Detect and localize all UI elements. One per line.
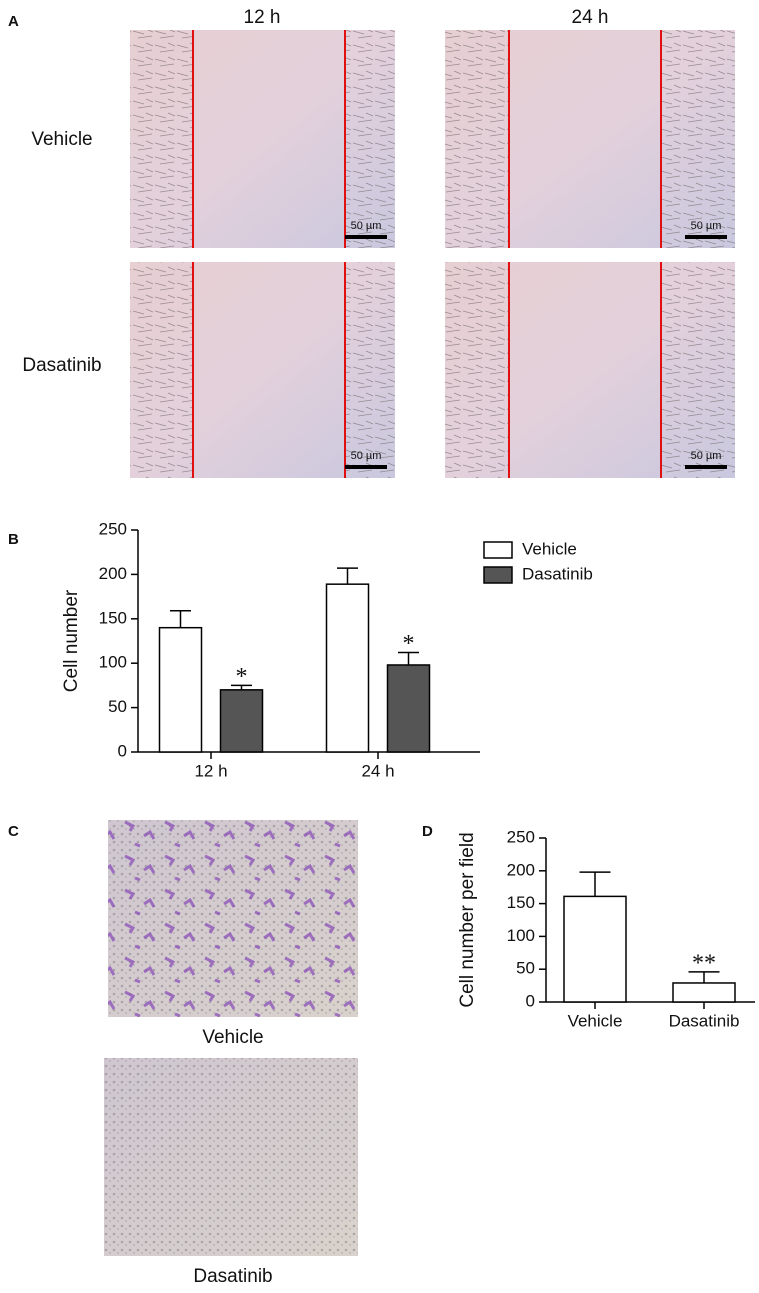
row-label: Vehicle <box>31 129 92 150</box>
micrograph-texture <box>445 262 509 478</box>
scale-bar-label: 50 µm <box>691 450 722 462</box>
micrograph-texture <box>104 1058 358 1256</box>
bar <box>563 895 627 1003</box>
y-tick-label: 50 <box>516 959 535 978</box>
scale-bar-label: 50 µm <box>691 220 722 232</box>
legend-swatch <box>483 541 513 559</box>
panel-label: C <box>8 823 19 840</box>
significance: * <box>236 664 248 690</box>
micrograph-texture <box>130 262 193 478</box>
y-tick-label: 0 <box>526 991 535 1010</box>
image-caption: Vehicle <box>202 1027 263 1048</box>
stained-cells <box>108 820 358 1017</box>
y-tick-label: 100 <box>99 653 127 672</box>
panel-c: C Vehicle Dasatinib <box>8 820 358 1287</box>
micrograph-texture <box>661 30 735 248</box>
micrograph-texture <box>345 262 395 478</box>
image-caption: Dasatinib <box>193 1266 272 1287</box>
y-tick-label: 200 <box>99 564 127 583</box>
legend-swatch <box>483 566 513 584</box>
significance: ** <box>692 950 716 976</box>
y-tick-label: 50 <box>108 697 127 716</box>
row-label: Dasatinib <box>22 355 101 376</box>
column-label: 12 h <box>244 7 281 28</box>
y-tick-label: 0 <box>118 741 127 760</box>
scale-bar <box>345 235 387 239</box>
bar <box>219 689 264 753</box>
legend-label: Vehicle <box>522 539 577 558</box>
scale-bar <box>685 465 727 469</box>
bar <box>386 664 431 753</box>
panel-a: A 12 h 24 h Vehicle Dasatinib <box>8 7 608 376</box>
panel-label: D <box>422 823 433 840</box>
y-tick-label: 200 <box>507 860 535 879</box>
micrograph-texture <box>345 30 395 248</box>
y-tick-label: 150 <box>507 893 535 912</box>
y-axis-label: Cell number per field <box>457 832 478 1007</box>
scale-bar <box>685 235 727 239</box>
legend-label: Dasatinib <box>522 564 593 583</box>
panel-label: B <box>8 531 19 548</box>
scale-bar-label: 50 µm <box>351 450 382 462</box>
y-axis-label: Cell number <box>61 589 82 692</box>
bar <box>325 583 370 753</box>
significance: * <box>403 631 415 657</box>
x-tick-label: 24 h <box>361 761 394 780</box>
scale-bar-label: 50 µm <box>351 220 382 232</box>
x-tick-label: 12 h <box>194 761 227 780</box>
column-label: 24 h <box>572 7 609 28</box>
micrograph-texture <box>445 30 509 248</box>
x-tick-label: Dasatinib <box>669 1011 740 1030</box>
y-tick-label: 150 <box>99 608 127 627</box>
bar <box>158 626 203 753</box>
y-tick-label: 250 <box>99 519 127 538</box>
micrograph-texture <box>661 262 735 478</box>
x-tick-label: Vehicle <box>568 1011 623 1030</box>
bar <box>672 982 736 1003</box>
scale-bar <box>345 465 387 469</box>
y-tick-label: 100 <box>507 926 535 945</box>
panel-label: A <box>8 13 19 30</box>
y-tick-label: 250 <box>507 827 535 846</box>
micrograph-texture <box>130 30 193 248</box>
